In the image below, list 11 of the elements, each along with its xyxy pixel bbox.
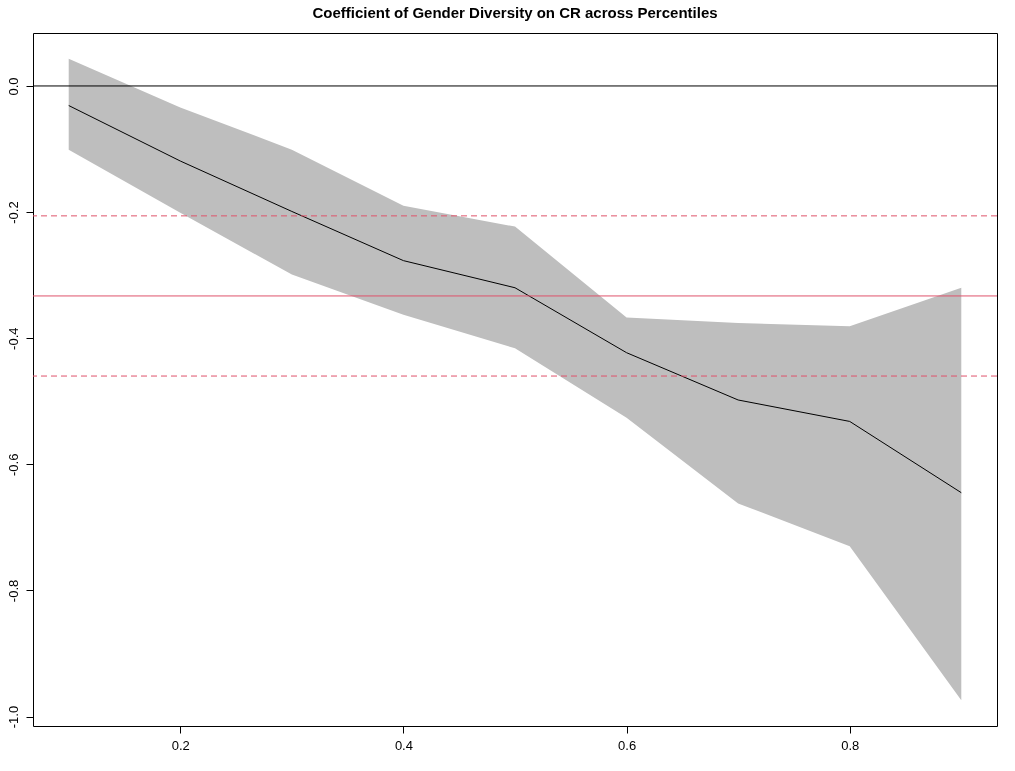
x-tick-label: 0.4 [394,737,413,753]
x-tick-label: 0.6 [618,737,637,753]
x-tick-label: 0.8 [841,737,860,753]
y-tick-label: -0.6 [5,453,21,477]
y-tick-label: -1.0 [5,705,21,729]
chart-title: Coefficient of Gender Diversity on CR across Percentiles [312,4,718,21]
y-tick-label: -0.2 [5,201,21,224]
y-tick-label: -0.8 [5,579,21,603]
y-tick-label: 0.0 [5,77,21,96]
x-tick-label: 0.2 [171,737,190,753]
y-tick-label: -0.4 [5,327,21,350]
